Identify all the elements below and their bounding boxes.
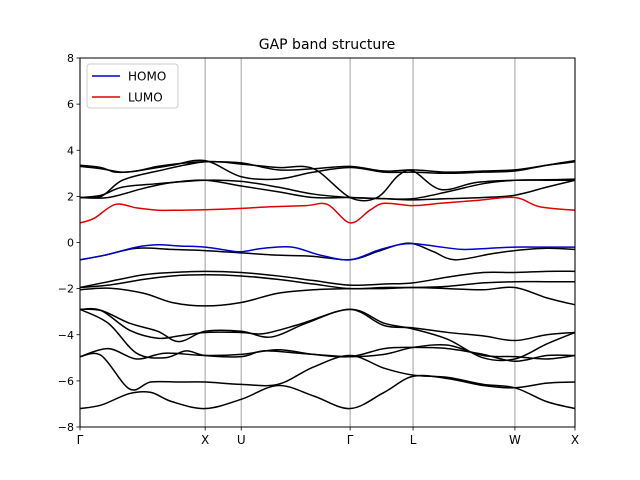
y-axis-ticks: −8 −6 −4 −2 0 2 4 6 8: [58, 52, 80, 434]
homo-line: [79, 242, 575, 261]
x-tick-label: X: [571, 433, 579, 447]
band-line: [79, 308, 576, 360]
chart-title: GAP band structure: [259, 37, 396, 53]
x-tick-label: W: [509, 433, 521, 447]
y-tick-label: −8: [58, 421, 74, 434]
band-line: [79, 274, 575, 290]
x-tick-label: Γ: [77, 433, 84, 447]
band-line: [79, 308, 576, 343]
x-tick-label: X: [201, 433, 209, 447]
x-tick-label: U: [237, 433, 246, 447]
y-tick-label: 0: [67, 237, 74, 250]
legend-label: LUMO: [128, 91, 163, 105]
x-tick-label: Γ: [347, 433, 354, 447]
y-tick-label: 8: [67, 52, 74, 65]
y-tick-label: 6: [67, 98, 74, 111]
band-line: [79, 374, 576, 410]
y-tick-label: 2: [67, 190, 74, 203]
band-line: [79, 307, 576, 362]
y-tick-label: −4: [58, 329, 74, 342]
band-line: [79, 159, 576, 181]
x-tick-label: L: [410, 433, 417, 447]
band-line: [79, 160, 575, 202]
legend-label: HOMO: [128, 70, 166, 84]
band-line: [79, 352, 576, 410]
band-line: [79, 179, 576, 201]
y-tick-label: 4: [67, 144, 74, 157]
band-line: [79, 270, 576, 289]
band-lines: [79, 159, 576, 410]
lumo-line: [79, 196, 576, 224]
y-tick-label: −2: [58, 283, 74, 296]
y-tick-label: −6: [58, 375, 74, 388]
legend: HOMO LUMO: [86, 63, 179, 109]
band-line: [79, 286, 576, 307]
